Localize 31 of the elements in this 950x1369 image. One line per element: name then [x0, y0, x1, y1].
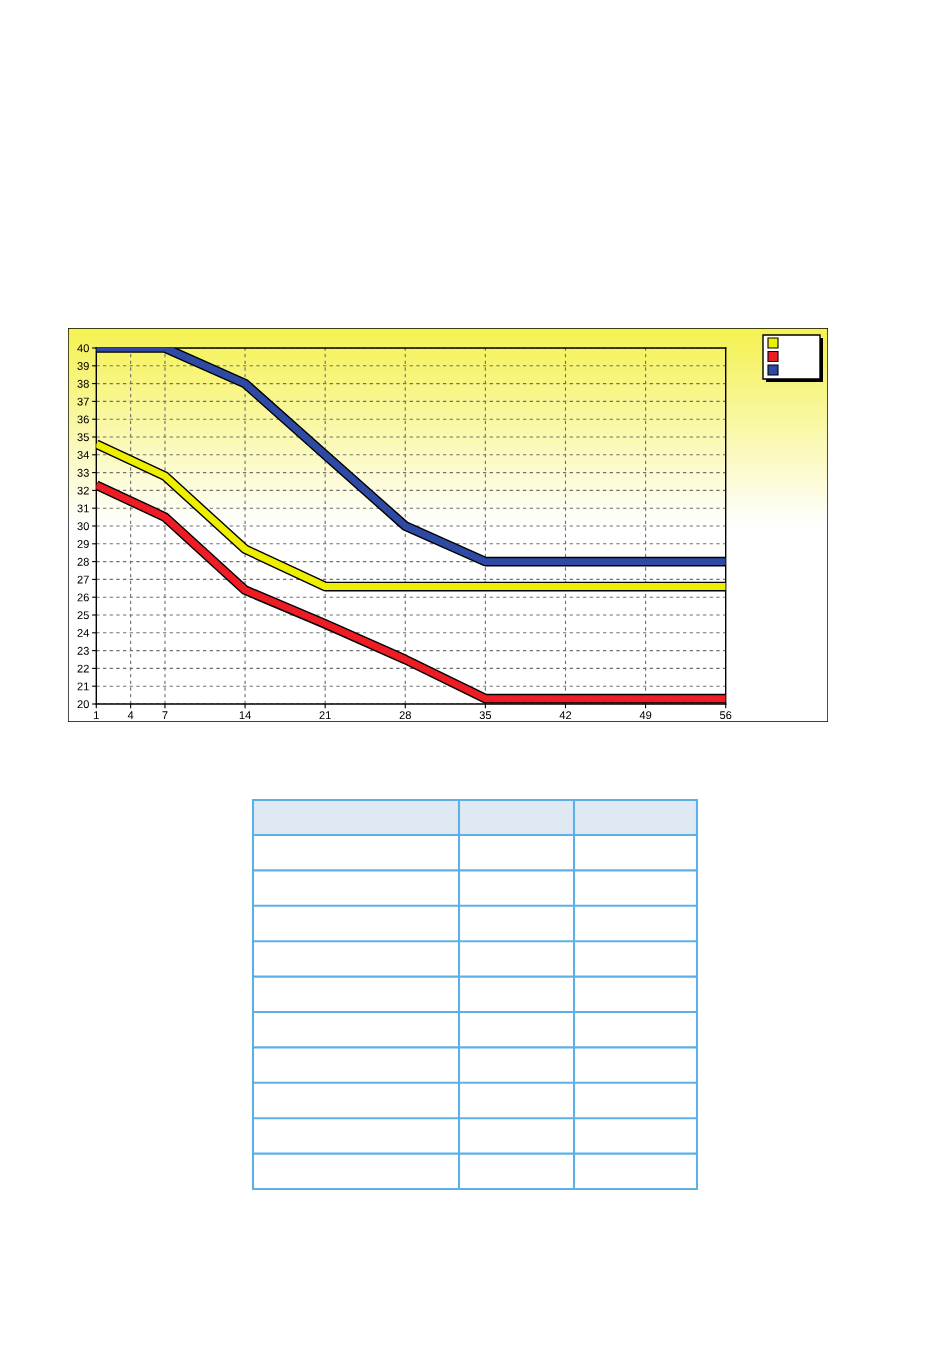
x-tick-label: 28 — [399, 711, 411, 720]
y-tick-label: 33 — [77, 468, 89, 477]
y-tick-label: 30 — [77, 522, 89, 531]
y-tick-label: 26 — [77, 593, 89, 602]
y-tick-label: 27 — [77, 575, 89, 584]
y-tick-label: 23 — [77, 646, 89, 655]
x-tick-label: 42 — [559, 711, 572, 719]
y-tick-label: 32 — [77, 486, 89, 495]
x-tick-label: 49 — [639, 711, 652, 720]
y-tick-label: 28 — [77, 557, 89, 566]
y-tick-label: 24 — [77, 629, 90, 637]
y-tick-label: 35 — [77, 433, 89, 442]
y-tick-label: 40 — [77, 344, 89, 353]
y-tick-label: 29 — [77, 540, 89, 548]
y-tick-label: 38 — [77, 379, 89, 388]
y-tick-label: 21 — [77, 682, 89, 691]
y-tick-label: 34 — [77, 451, 90, 459]
x-tick-label: 56 — [719, 711, 732, 720]
y-tick-label: 22 — [77, 664, 89, 673]
x-tick-label: 1 — [94, 711, 99, 719]
x-tick-label: 14 — [239, 711, 251, 719]
x-tick-label: 7 — [162, 711, 168, 719]
x-tick-label: 4 — [127, 711, 134, 719]
y-tick-label: 20 — [77, 700, 89, 709]
x-tick-label: 21 — [319, 711, 331, 719]
y-tick-label: 25 — [77, 611, 89, 620]
y-tick-label: 37 — [77, 397, 89, 406]
x-tick-label: 35 — [479, 711, 492, 720]
y-tick-label: 31 — [77, 504, 89, 513]
y-tick-label: 39 — [77, 362, 89, 370]
y-tick-label: 36 — [77, 415, 89, 424]
